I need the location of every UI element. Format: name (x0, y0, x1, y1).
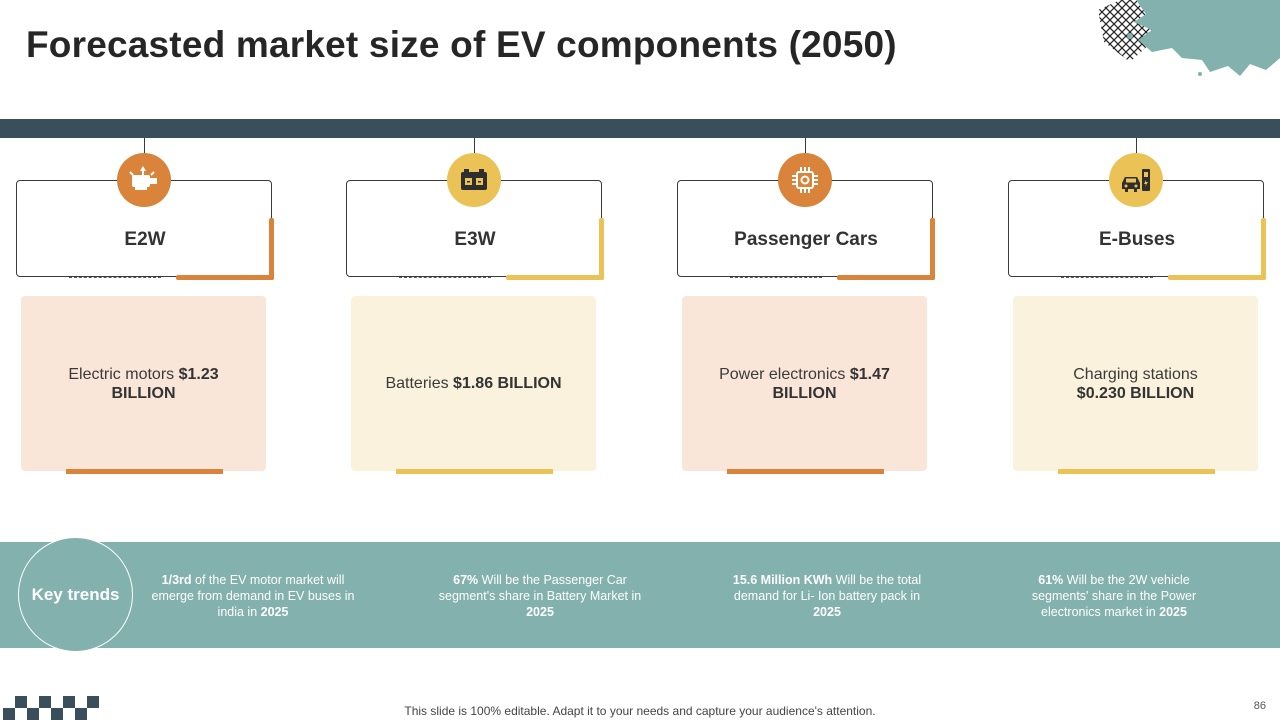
component-column-e-buses: E-Buses Charging stations $0.230 BILLION (1008, 138, 1280, 478)
market-size-card: Charging stations $0.230 BILLION (1013, 296, 1258, 471)
motor-icon (117, 153, 171, 207)
page-number: 86 (1253, 700, 1266, 712)
segment-label: E2W (124, 229, 166, 250)
component-column-e3w: E3W Batteries $1.86 BILLION (346, 138, 646, 478)
segment-label: E3W (454, 229, 496, 250)
page-title: Forecasted market size of EV components … (26, 24, 897, 65)
market-size-card: Batteries $1.86 BILLION (351, 296, 596, 471)
charging-station-icon (1109, 153, 1163, 207)
segment-label: Passenger Cars (734, 229, 878, 250)
market-size-card: Electric motors $1.23 BILLION (21, 296, 266, 471)
footer-note: This slide is 100% editable. Adapt it to… (404, 704, 876, 718)
trend-item: 67% Will be the Passenger Car segment's … (438, 573, 642, 619)
decorative-checker (3, 696, 99, 720)
header-bar (0, 119, 1280, 138)
key-trends-label: Key trends (18, 537, 133, 652)
market-size-card: Power electronics $1.47 BILLION (682, 296, 927, 471)
segment-label: E-Buses (1098, 229, 1176, 250)
key-trends-band (0, 542, 1280, 648)
component-column-e2w: E2W Electric motors $1.23 BILLION (16, 138, 316, 478)
battery-icon (447, 153, 501, 207)
component-column-passenger-cars: Passenger Cars Power electronics $1.47 B… (677, 138, 977, 478)
trend-item: 1/3rd of the EV motor market will emerge… (151, 573, 355, 619)
decorative-splash (1098, 0, 1280, 76)
chip-icon (778, 153, 832, 207)
trend-item: 61% Will be the 2W vehicle segments' sha… (1031, 573, 1197, 619)
trend-item: 15.6 Million KWh Will be the total deman… (732, 573, 922, 619)
